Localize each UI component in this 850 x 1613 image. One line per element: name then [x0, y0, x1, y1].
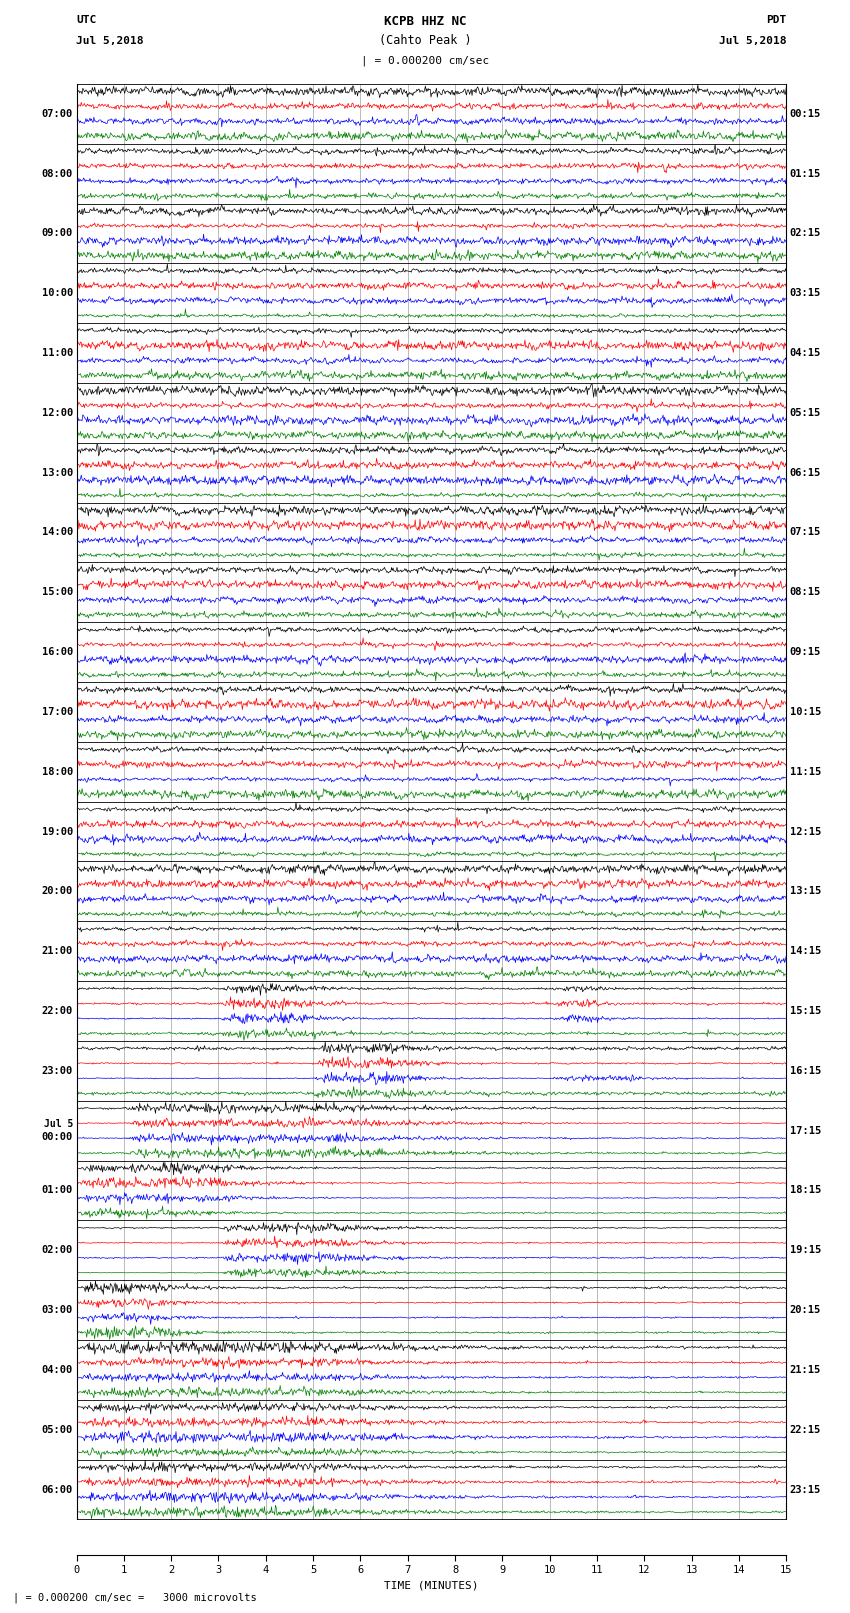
Text: 08:00: 08:00 — [42, 169, 73, 179]
Text: Jul 5,2018: Jul 5,2018 — [719, 35, 786, 47]
Text: 01:00: 01:00 — [42, 1186, 73, 1195]
Text: 19:15: 19:15 — [790, 1245, 821, 1255]
Text: 01:15: 01:15 — [790, 169, 821, 179]
Text: 11:00: 11:00 — [42, 348, 73, 358]
Text: 16:00: 16:00 — [42, 647, 73, 656]
Text: 21:15: 21:15 — [790, 1365, 821, 1374]
Text: 06:00: 06:00 — [42, 1484, 73, 1495]
Text: 04:00: 04:00 — [42, 1365, 73, 1374]
Text: 23:00: 23:00 — [42, 1066, 73, 1076]
Text: 09:15: 09:15 — [790, 647, 821, 656]
Text: KCPB HHZ NC: KCPB HHZ NC — [383, 15, 467, 27]
Text: 13:15: 13:15 — [790, 887, 821, 897]
Text: | = 0.000200 cm/sec =   3000 microvolts: | = 0.000200 cm/sec = 3000 microvolts — [13, 1592, 257, 1603]
Text: 06:15: 06:15 — [790, 468, 821, 477]
Text: 18:00: 18:00 — [42, 766, 73, 777]
Text: 10:00: 10:00 — [42, 289, 73, 298]
Text: 14:15: 14:15 — [790, 947, 821, 957]
Text: 00:00: 00:00 — [42, 1132, 73, 1142]
Text: 21:00: 21:00 — [42, 947, 73, 957]
Text: 15:15: 15:15 — [790, 1007, 821, 1016]
Text: 02:00: 02:00 — [42, 1245, 73, 1255]
Text: 15:00: 15:00 — [42, 587, 73, 597]
Text: | = 0.000200 cm/sec: | = 0.000200 cm/sec — [361, 55, 489, 66]
Text: 22:00: 22:00 — [42, 1007, 73, 1016]
Text: 13:00: 13:00 — [42, 468, 73, 477]
Text: 08:15: 08:15 — [790, 587, 821, 597]
Text: 22:15: 22:15 — [790, 1424, 821, 1434]
Text: PDT: PDT — [766, 15, 786, 26]
Text: 11:15: 11:15 — [790, 766, 821, 777]
Text: 20:00: 20:00 — [42, 887, 73, 897]
Text: 12:00: 12:00 — [42, 408, 73, 418]
Text: Jul 5,2018: Jul 5,2018 — [76, 35, 144, 47]
Text: 19:00: 19:00 — [42, 826, 73, 837]
Text: 07:15: 07:15 — [790, 527, 821, 537]
Text: 17:00: 17:00 — [42, 706, 73, 716]
Text: 03:00: 03:00 — [42, 1305, 73, 1315]
Text: 10:15: 10:15 — [790, 706, 821, 716]
Text: 23:15: 23:15 — [790, 1484, 821, 1495]
Text: 18:15: 18:15 — [790, 1186, 821, 1195]
X-axis label: TIME (MINUTES): TIME (MINUTES) — [384, 1581, 479, 1590]
Text: 09:00: 09:00 — [42, 229, 73, 239]
Text: 20:15: 20:15 — [790, 1305, 821, 1315]
Text: 05:15: 05:15 — [790, 408, 821, 418]
Text: 17:15: 17:15 — [790, 1126, 821, 1136]
Text: (Cahto Peak ): (Cahto Peak ) — [379, 34, 471, 47]
Text: 16:15: 16:15 — [790, 1066, 821, 1076]
Text: 03:15: 03:15 — [790, 289, 821, 298]
Text: 12:15: 12:15 — [790, 826, 821, 837]
Text: 00:15: 00:15 — [790, 108, 821, 119]
Text: UTC: UTC — [76, 15, 97, 26]
Text: 07:00: 07:00 — [42, 108, 73, 119]
Text: 05:00: 05:00 — [42, 1424, 73, 1434]
Text: 04:15: 04:15 — [790, 348, 821, 358]
Text: Jul 5: Jul 5 — [43, 1119, 73, 1129]
Text: 02:15: 02:15 — [790, 229, 821, 239]
Text: 14:00: 14:00 — [42, 527, 73, 537]
